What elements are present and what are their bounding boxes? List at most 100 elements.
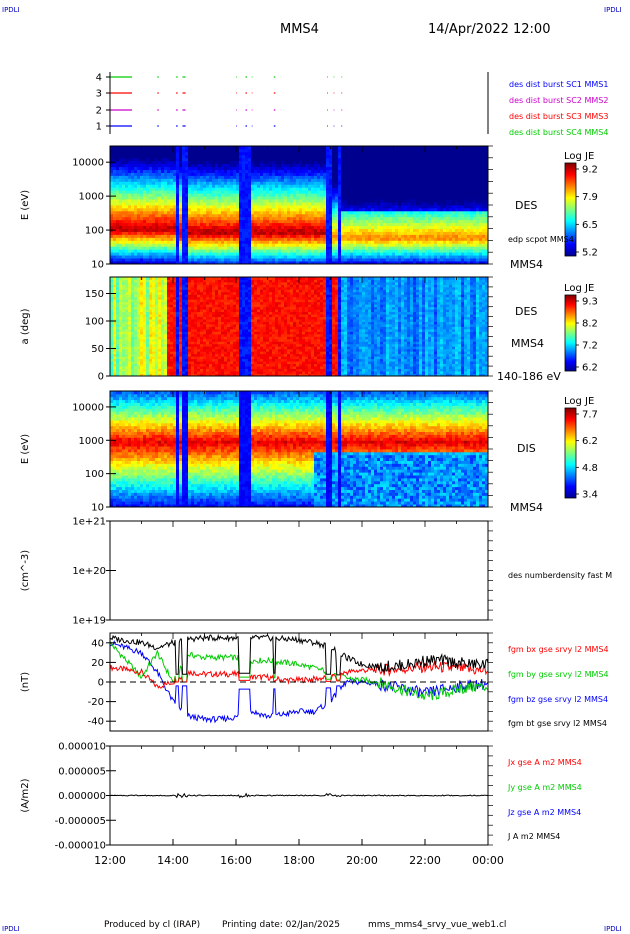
heatmap-cell <box>434 246 438 250</box>
heatmap-cell <box>176 207 180 212</box>
heatmap-cell <box>380 231 384 235</box>
heatmap-cell <box>290 261 294 265</box>
heatmap-cell <box>389 225 393 229</box>
heatmap-cell <box>242 234 246 238</box>
heatmap-cell <box>260 207 264 212</box>
heatmap-cell <box>134 207 138 212</box>
heatmap-cell <box>233 199 237 203</box>
heatmap-cell <box>455 205 459 209</box>
heatmap-cell <box>311 243 315 247</box>
heatmap-cell <box>308 184 312 188</box>
heatmap-cell <box>263 252 267 256</box>
heatmap-cell <box>251 146 255 150</box>
heatmap-cell <box>398 240 402 244</box>
heatmap-cell <box>443 219 447 224</box>
heatmap-cell <box>182 216 186 221</box>
heatmap-cell <box>179 228 183 232</box>
heatmap-cell <box>128 196 132 200</box>
heatmap-cell <box>392 190 396 194</box>
heatmap-cell <box>344 169 348 173</box>
heatmap-cell <box>467 231 471 235</box>
heatmap-cell <box>182 169 186 173</box>
heatmap-cell <box>308 163 312 168</box>
heatmap-cell <box>437 249 441 253</box>
heatmap-cell <box>455 190 459 194</box>
heatmap-cell <box>467 190 471 194</box>
heatmap-cell <box>194 184 198 188</box>
heatmap-cell <box>143 166 147 170</box>
heatmap-cell <box>380 219 384 224</box>
heatmap-cell <box>344 172 348 176</box>
heatmap-cell <box>374 207 378 212</box>
heatmap-cell <box>140 190 144 194</box>
heatmap-cell <box>218 210 222 215</box>
heatmap-cell <box>287 231 291 235</box>
heatmap-cell <box>338 228 342 232</box>
heatmap-cell <box>374 181 378 185</box>
heatmap-cell <box>299 175 303 179</box>
heatmap-cell <box>110 163 114 168</box>
heatmap-cell <box>323 151 327 156</box>
heatmap-cell <box>278 196 282 200</box>
heatmap-cell <box>170 246 174 250</box>
heatmap-cell <box>395 231 399 235</box>
heatmap-cell <box>395 175 399 179</box>
heatmap-cell <box>416 148 420 153</box>
heatmap-cell <box>299 234 303 238</box>
heatmap-cell <box>185 172 189 176</box>
heatmap-cell <box>362 146 366 150</box>
heatmap-cell <box>422 181 426 185</box>
heatmap-cell <box>428 210 432 215</box>
heatmap-cell <box>266 261 270 265</box>
heatmap-cell <box>161 240 165 244</box>
heatmap-cell <box>422 210 426 215</box>
heatmap-cell <box>278 163 282 168</box>
heatmap-cell <box>230 210 234 215</box>
heatmap-cell <box>371 163 375 168</box>
heatmap-cell <box>311 160 315 165</box>
heatmap-cell <box>344 237 348 241</box>
heatmap-cell <box>419 205 423 209</box>
heatmap-cell <box>374 190 378 194</box>
heatmap-cell <box>440 222 444 227</box>
heatmap-cell <box>179 213 183 218</box>
heatmap-cell <box>179 184 183 188</box>
heatmap-cell <box>458 169 462 173</box>
heatmap-cell <box>473 148 477 153</box>
heatmap-cell <box>248 175 252 179</box>
heatmap-cell <box>419 219 423 224</box>
heatmap-cell <box>119 199 123 203</box>
heatmap-cell <box>299 184 303 188</box>
heatmap-cell <box>401 163 405 168</box>
heatmap-cell <box>434 181 438 185</box>
heatmap-cell <box>428 181 432 185</box>
heatmap-cell <box>359 187 363 191</box>
heatmap-cell <box>353 190 357 194</box>
heatmap-cell <box>347 258 351 262</box>
heatmap-cell <box>251 234 255 238</box>
heatmap-cell <box>200 207 204 212</box>
heatmap-cell <box>431 202 435 206</box>
heatmap-cell <box>236 193 240 197</box>
heatmap-cell <box>443 187 447 191</box>
heatmap-cell <box>179 187 183 191</box>
heatmap-cell <box>467 160 471 165</box>
heatmap-cell <box>236 261 240 265</box>
heatmap-cell <box>410 202 414 206</box>
heatmap-cell <box>374 184 378 188</box>
heatmap-cell <box>479 237 483 241</box>
heatmap-cell <box>110 190 114 194</box>
heatmap-cell <box>212 175 216 179</box>
heatmap-cell <box>395 154 399 159</box>
heatmap-cell <box>212 169 216 173</box>
heatmap-cell <box>200 258 204 262</box>
heatmap-cell <box>188 148 192 153</box>
heatmap-cell <box>230 166 234 170</box>
heatmap-cell <box>377 181 381 185</box>
heatmap-cell <box>299 243 303 247</box>
heatmap-cell <box>284 148 288 153</box>
heatmap-cell <box>110 258 114 262</box>
heatmap-cell <box>416 210 420 215</box>
heatmap-cell <box>224 225 228 229</box>
heatmap-cell <box>422 187 426 191</box>
